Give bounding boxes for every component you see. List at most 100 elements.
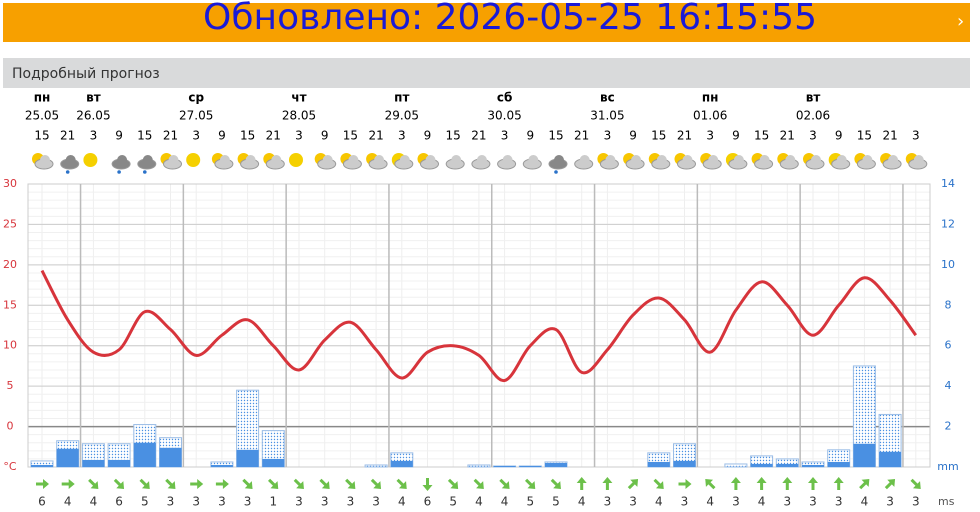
precip-bar bbox=[673, 460, 696, 467]
wind-speed: 3 bbox=[681, 495, 689, 509]
wind-speed: 3 bbox=[809, 495, 817, 509]
arrow-shape bbox=[139, 478, 150, 489]
y2-tick-label: 12 bbox=[941, 217, 955, 230]
hour-label: 21 bbox=[780, 129, 795, 143]
wind-arrow bbox=[139, 478, 150, 489]
cloud-icon bbox=[528, 155, 539, 165]
wind-arrow bbox=[705, 479, 716, 490]
y2-tick-label: 6 bbox=[945, 339, 952, 352]
hour-label: 9 bbox=[321, 129, 329, 143]
hour-label: 21 bbox=[266, 129, 281, 143]
wind-speed: 3 bbox=[218, 495, 226, 509]
precip-bar bbox=[236, 449, 259, 467]
wind-speed: 6 bbox=[115, 495, 123, 509]
day-date: 28.05 bbox=[282, 109, 316, 123]
cloud-icon bbox=[168, 155, 179, 165]
precip-bar bbox=[31, 464, 53, 467]
wind-speed: 3 bbox=[372, 495, 380, 509]
day-date: 27.05 bbox=[179, 109, 213, 123]
precip-bar bbox=[390, 460, 413, 467]
hour-label: 3 bbox=[809, 129, 817, 143]
cloud-icon bbox=[117, 155, 128, 165]
hour-label: 15 bbox=[34, 129, 49, 143]
precip-bar bbox=[776, 463, 799, 467]
arrow-shape bbox=[524, 478, 536, 489]
wind-arrow bbox=[422, 478, 433, 491]
arrow-shape bbox=[782, 477, 793, 490]
precip-bar bbox=[493, 465, 516, 467]
wind-speed: 5 bbox=[141, 495, 149, 509]
day-name: пт bbox=[394, 91, 409, 105]
warning-banner[interactable] bbox=[3, 3, 970, 42]
moon-icon bbox=[186, 153, 201, 167]
arrow-shape bbox=[36, 479, 49, 489]
rain-icon bbox=[65, 170, 70, 174]
arrow-shape bbox=[113, 478, 125, 489]
cloud-icon bbox=[785, 155, 796, 165]
rain-icon bbox=[143, 170, 147, 174]
day-date: 31.05 bbox=[590, 109, 624, 123]
wind-speed: 3 bbox=[886, 495, 894, 509]
day-name: вт bbox=[86, 91, 101, 105]
wind-speed: 4 bbox=[64, 495, 72, 509]
y-tick-label: 25 bbox=[3, 217, 17, 230]
day-name: вт bbox=[806, 91, 821, 105]
cloud-icon bbox=[862, 155, 873, 165]
wind-speed: 3 bbox=[192, 495, 200, 509]
y-tick-label: 15 bbox=[3, 298, 17, 311]
wind-arrow bbox=[499, 478, 510, 489]
wind-arrow bbox=[61, 479, 75, 489]
update-title: Обновлено: 2026-05-25 16:15:55 bbox=[203, 0, 817, 38]
precip-bar bbox=[56, 448, 79, 467]
wind-arrow bbox=[242, 478, 253, 489]
day-date: 01.06 bbox=[693, 109, 727, 123]
cloud-icon bbox=[656, 155, 667, 165]
arrow-shape bbox=[319, 478, 330, 489]
wind-speed: 3 bbox=[347, 495, 355, 509]
cloud-icon bbox=[271, 155, 282, 165]
hour-label: 3 bbox=[295, 129, 303, 143]
arrow-shape bbox=[678, 479, 692, 489]
hour-label: 3 bbox=[501, 129, 509, 143]
arrow-shape bbox=[576, 477, 587, 490]
cloud-icon bbox=[65, 155, 76, 165]
wind-arrow bbox=[910, 478, 921, 489]
wind-arrow bbox=[730, 477, 741, 490]
wind-arrow bbox=[576, 477, 587, 490]
hour-label: 15 bbox=[137, 129, 152, 143]
wind-speed: 4 bbox=[501, 495, 509, 509]
arrow-shape bbox=[396, 478, 407, 489]
cloud-icon bbox=[245, 155, 256, 165]
day-date: 29.05 bbox=[385, 109, 419, 123]
arrow-shape bbox=[345, 478, 356, 489]
wind-speed: 4 bbox=[90, 495, 98, 509]
wind-speed: 3 bbox=[629, 495, 637, 509]
moon-icon bbox=[83, 153, 98, 167]
day-date: 26.05 bbox=[76, 109, 110, 123]
arrow-shape bbox=[833, 477, 844, 490]
precip-bar bbox=[853, 443, 876, 467]
wind-speed: 6 bbox=[38, 495, 46, 509]
precip-bar bbox=[545, 462, 567, 467]
precip-bar bbox=[519, 465, 542, 467]
cloud-icon bbox=[348, 155, 359, 165]
wind-arrow bbox=[859, 479, 870, 490]
precip-possible-bar bbox=[467, 464, 491, 468]
hour-label: 21 bbox=[574, 129, 589, 143]
day-name: вс bbox=[600, 91, 615, 105]
arrow-shape bbox=[627, 479, 639, 490]
wind-arrow bbox=[884, 479, 896, 490]
hour-label: 9 bbox=[526, 129, 534, 143]
cloud-icon bbox=[40, 155, 50, 165]
y2-tick-label: 4 bbox=[945, 379, 952, 392]
cloud-icon bbox=[733, 155, 744, 165]
hour-label: 15 bbox=[446, 129, 461, 143]
cloud-icon bbox=[554, 155, 564, 165]
wind-arrow bbox=[524, 478, 536, 489]
wind-arrow bbox=[756, 477, 767, 490]
hour-label: 21 bbox=[677, 129, 692, 143]
arrow-shape bbox=[653, 478, 664, 489]
hour-label: 15 bbox=[343, 129, 358, 143]
precip-bar bbox=[159, 447, 182, 467]
wind-speed: 3 bbox=[604, 495, 612, 509]
